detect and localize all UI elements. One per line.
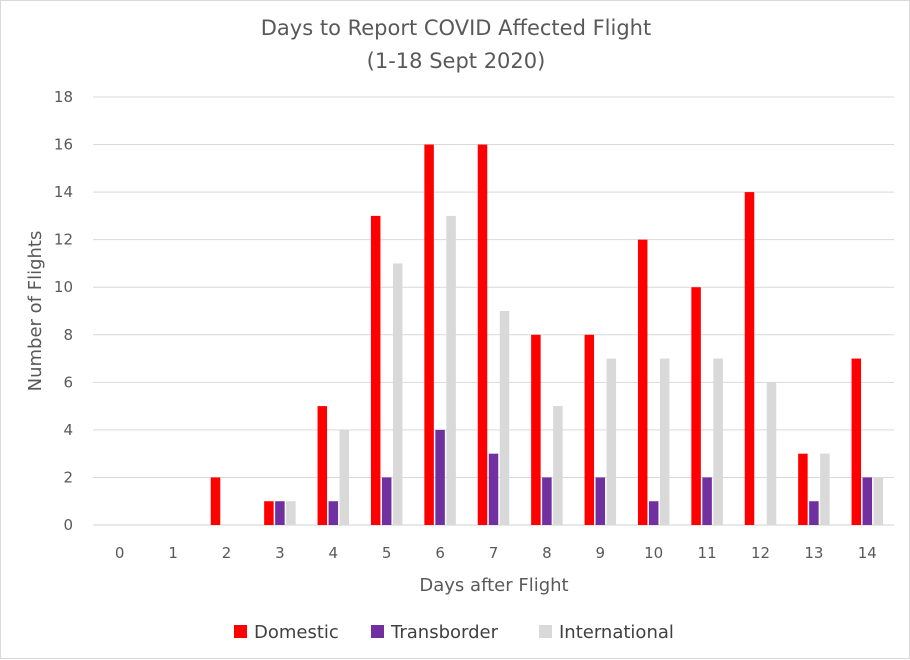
bar-domestic-7 xyxy=(477,144,488,526)
bar-domestic-10 xyxy=(637,239,648,525)
x-tick-label: 5 xyxy=(382,544,392,562)
bar-transborder-11 xyxy=(702,477,712,525)
legend-label-transborder: Transborder xyxy=(390,622,499,643)
bar-domestic-11 xyxy=(691,287,701,525)
legend-label-domestic: Domestic xyxy=(254,622,339,643)
x-tick-label: 13 xyxy=(804,544,823,562)
bar-transborder-8 xyxy=(542,477,552,525)
bar-international-3 xyxy=(286,501,296,525)
legend-swatch-transborder xyxy=(371,625,384,638)
bar-domestic-14 xyxy=(851,358,862,525)
bar-international-11 xyxy=(713,358,723,525)
bar-international-13 xyxy=(820,453,830,525)
bar-international-10 xyxy=(659,358,670,525)
bar-transborder-13 xyxy=(809,501,819,525)
x-tick-label: 1 xyxy=(168,544,178,562)
gridlines xyxy=(93,96,894,526)
y-axis-title: Number of Flights xyxy=(25,231,46,392)
bar-international-6 xyxy=(446,215,456,525)
bar-international-12 xyxy=(766,382,777,525)
x-tick-label: 4 xyxy=(329,544,339,562)
y-tick-label: 14 xyxy=(54,183,73,201)
bar-transborder-9 xyxy=(595,477,606,525)
y-tick-label: 16 xyxy=(54,136,73,154)
x-tick-label: 6 xyxy=(435,544,445,562)
chart-title: Days to Report COVID Affected Flight xyxy=(261,16,651,40)
bar-domestic-3 xyxy=(264,501,274,525)
bar-transborder-6 xyxy=(435,429,445,525)
x-tick-label: 2 xyxy=(222,544,232,562)
legend-swatch-domestic xyxy=(234,625,247,638)
bar-transborder-14 xyxy=(862,477,873,525)
legend-label-international: International xyxy=(559,622,674,643)
bar-domestic-6 xyxy=(424,144,434,526)
y-tick-label: 18 xyxy=(54,88,73,106)
y-axis-ticks: 0 2 4 6 8 10 12 14 16 18 xyxy=(54,88,73,534)
bar-international-7 xyxy=(499,311,510,525)
y-tick-label: 6 xyxy=(63,373,73,391)
y-tick-label: 8 xyxy=(63,326,73,344)
x-tick-label: 14 xyxy=(858,544,877,562)
bar-international-4 xyxy=(339,429,350,525)
bar-international-5 xyxy=(392,263,403,525)
bars xyxy=(210,144,884,526)
bar-transborder-5 xyxy=(381,477,392,525)
y-tick-label: 4 xyxy=(63,421,73,439)
x-tick-label: 12 xyxy=(751,544,770,562)
x-axis-title: Days after Flight xyxy=(419,575,568,596)
x-axis-ticks: 0 1 2 3 4 5 6 7 8 9 10 11 12 13 14 xyxy=(115,544,877,562)
bar-transborder-7 xyxy=(488,453,499,525)
bar-international-9 xyxy=(606,358,617,525)
legend-swatch-international xyxy=(539,625,552,638)
bar-domestic-4 xyxy=(317,406,328,525)
y-tick-label: 0 xyxy=(63,516,73,534)
bar-transborder-4 xyxy=(328,501,339,525)
legend: Domestic Transborder International xyxy=(234,622,674,643)
bar-domestic-5 xyxy=(370,215,381,525)
x-tick-label: 10 xyxy=(644,544,663,562)
bar-international-14 xyxy=(873,477,884,525)
x-tick-label: 11 xyxy=(698,544,717,562)
y-tick-label: 2 xyxy=(63,468,73,486)
bar-domestic-9 xyxy=(584,334,595,525)
x-tick-label: 3 xyxy=(275,544,285,562)
bar-domestic-12 xyxy=(744,192,755,525)
bar-domestic-8 xyxy=(531,334,541,525)
bar-international-8 xyxy=(553,406,563,525)
y-tick-label: 12 xyxy=(54,231,73,249)
x-tick-label: 8 xyxy=(542,544,552,562)
y-tick-label: 10 xyxy=(54,278,73,296)
x-tick-label: 0 xyxy=(115,544,125,562)
bar-domestic-2 xyxy=(210,477,221,525)
bar-transborder-10 xyxy=(648,501,659,525)
x-tick-label: 7 xyxy=(489,544,499,562)
x-tick-label: 9 xyxy=(596,544,606,562)
chart-subtitle: (1-18 Sept 2020) xyxy=(367,49,546,73)
bar-domestic-13 xyxy=(798,453,808,525)
bar-transborder-3 xyxy=(275,501,285,525)
